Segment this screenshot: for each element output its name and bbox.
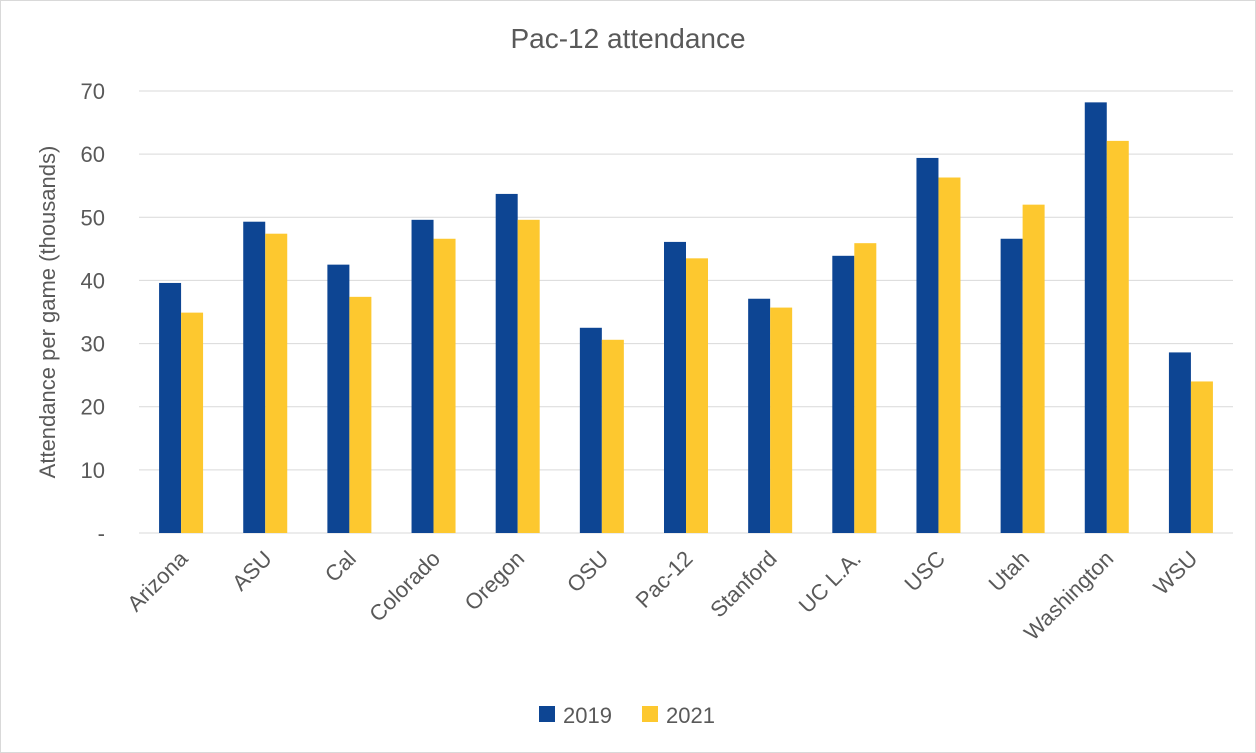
bar-2021-utah [1022,204,1045,533]
x-category-label: WSU [1148,546,1202,600]
bar-2019-uc-l-a- [832,255,855,533]
x-category-label: USC [899,546,950,597]
y-tick-label: - [98,521,105,546]
bar-2021-oregon [517,219,540,533]
y-axis-ticks: - 10 20 30 40 50 60 70 [81,79,105,546]
bar-2021-uc-l-a- [854,243,877,533]
bar-2021-asu [265,233,288,533]
bar-2019-arizona [159,282,182,533]
bar-2019-washington [1084,102,1107,533]
y-tick-label: 50 [81,205,105,230]
bar-2019-asu [243,221,266,533]
y-tick-label: 60 [81,142,105,167]
x-category-label: Oregon [460,546,530,616]
bar-2021-stanford [770,307,793,533]
bar-2019-oregon [495,193,518,533]
y-tick-label: 10 [81,458,105,483]
bar-2019-cal [327,264,350,533]
bar-2021-colorado [433,238,456,534]
bar-2021-cal [349,296,372,533]
bar-2021-wsu [1190,381,1213,533]
y-tick-label: 70 [81,79,105,104]
y-tick-label: 40 [81,268,105,293]
bar-2019-utah [1000,238,1023,534]
bar-2021-arizona [181,312,204,533]
legend-swatch [539,706,555,722]
x-category-label: OSU [562,546,613,597]
x-category-label: Pac-12 [631,546,698,613]
bar-2021-pac-12 [686,258,708,533]
x-category-label: UC L.A. [794,546,866,618]
bar-2019-colorado [411,219,434,533]
legend: 2019 2021 [539,703,715,728]
bar-2021-washington [1106,140,1129,533]
bar-2019-stanford [748,298,771,533]
x-axis-categories: Arizona ASU Cal Colorado Oregon OSU Pac-12 Stan… [122,545,1202,645]
bar-2021-usc [938,177,961,533]
bar-2019-wsu [1168,352,1191,533]
bar-2019-osu [579,327,602,533]
chart-title: Pac-12 attendance [510,23,745,54]
bar-2019-usc [916,157,939,533]
y-axis-label: Attendance per game (thousands) [35,146,60,479]
x-category-label: Washington [1019,546,1118,645]
y-tick-label: 20 [81,395,105,420]
x-category-label: Stanford [705,546,781,622]
legend-label: 2021 [666,703,715,728]
bar-2019-pac-12 [664,241,686,533]
x-category-label: Utah [984,546,1035,597]
x-category-label: Cal [320,546,361,587]
x-category-label: Arizona [122,545,193,616]
bar-2021-osu [601,339,624,533]
bars [159,102,1213,534]
y-tick-label: 30 [81,332,105,357]
x-category-label: Colorado [364,546,445,627]
legend-swatch [642,706,658,722]
x-category-label: ASU [227,546,277,596]
legend-label: 2019 [563,703,612,728]
